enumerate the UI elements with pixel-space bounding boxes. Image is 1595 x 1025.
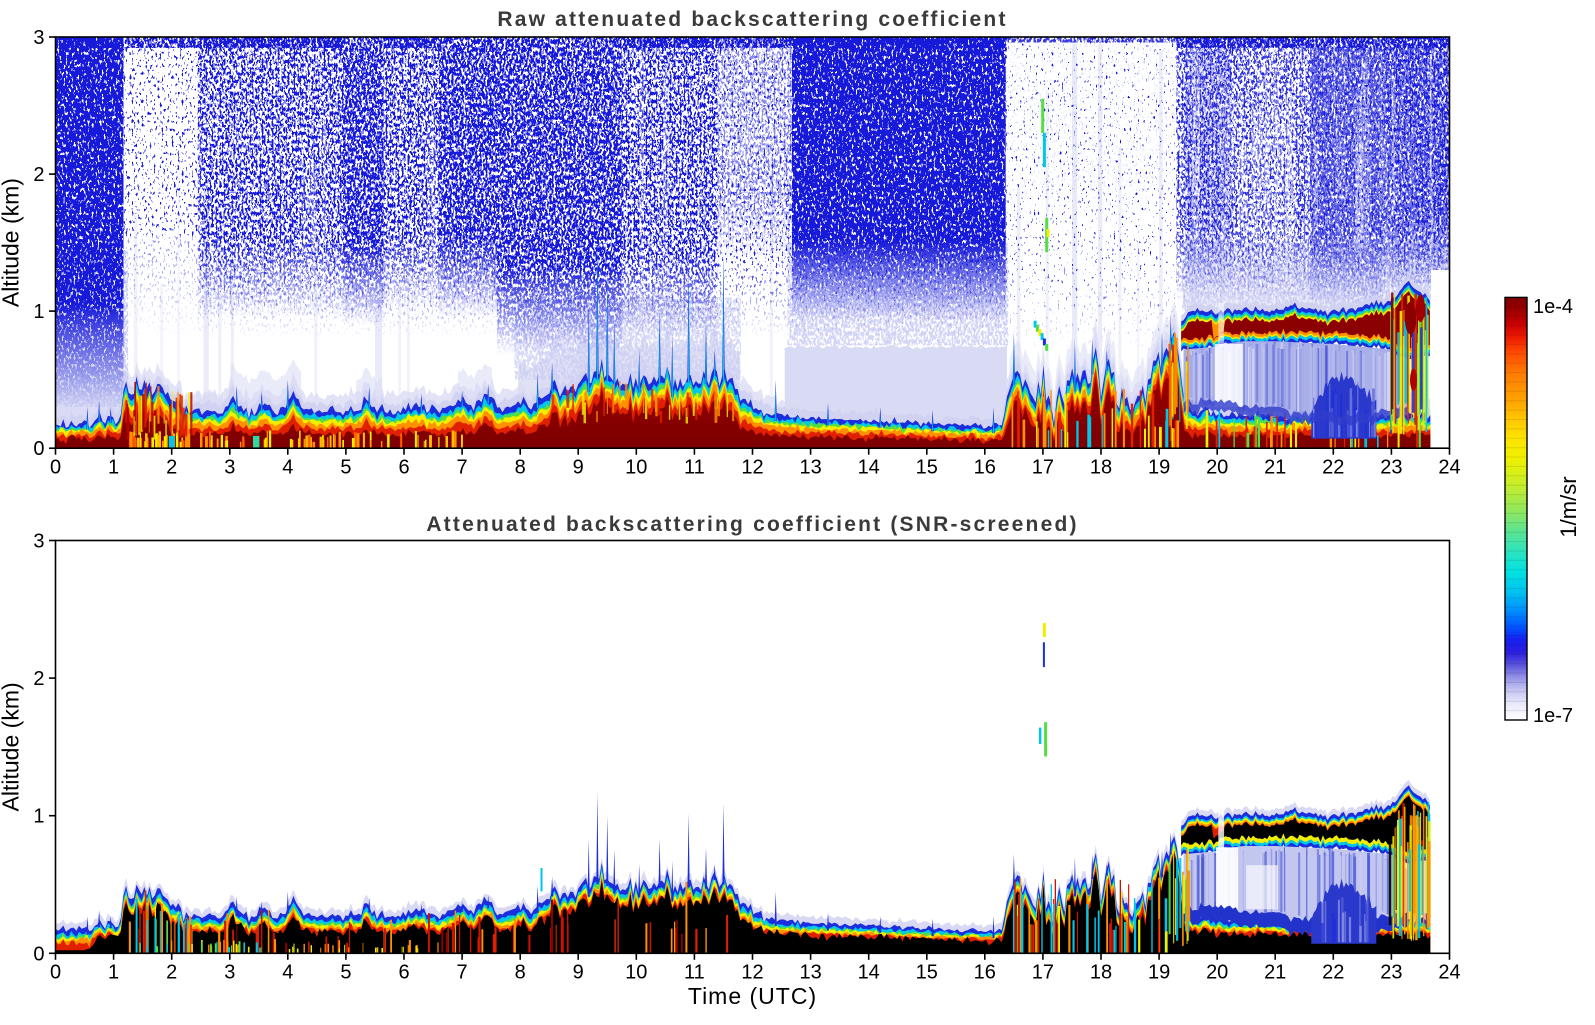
- svg-text:14: 14: [858, 457, 880, 479]
- svg-text:2: 2: [166, 962, 177, 984]
- svg-text:5: 5: [340, 962, 351, 984]
- svg-text:2: 2: [166, 457, 177, 479]
- svg-text:6: 6: [398, 962, 409, 984]
- svg-text:9: 9: [573, 962, 584, 984]
- svg-text:2: 2: [33, 668, 44, 690]
- svg-text:0: 0: [33, 438, 44, 460]
- svg-text:7: 7: [457, 457, 468, 479]
- svg-text:7: 7: [457, 962, 468, 984]
- svg-text:14: 14: [858, 962, 880, 984]
- svg-text:24: 24: [1438, 457, 1460, 479]
- svg-text:23: 23: [1380, 962, 1402, 984]
- svg-text:Attenuated backscattering coef: Attenuated backscattering coefficient (S…: [426, 513, 1078, 536]
- svg-text:1: 1: [108, 962, 119, 984]
- svg-text:13: 13: [799, 962, 821, 984]
- svg-text:0: 0: [33, 943, 44, 965]
- svg-text:0: 0: [50, 962, 61, 984]
- svg-text:19: 19: [1148, 962, 1170, 984]
- svg-text:24: 24: [1438, 962, 1460, 984]
- svg-text:11: 11: [684, 457, 705, 479]
- svg-text:22: 22: [1322, 962, 1344, 984]
- svg-text:20: 20: [1206, 962, 1228, 984]
- svg-text:18: 18: [1090, 962, 1112, 984]
- svg-text:4: 4: [282, 457, 293, 479]
- svg-text:15: 15: [916, 457, 938, 479]
- svg-text:21: 21: [1264, 457, 1286, 479]
- svg-text:1e-7: 1e-7: [1533, 705, 1573, 727]
- svg-text:22: 22: [1322, 457, 1344, 479]
- svg-text:3: 3: [224, 457, 235, 479]
- svg-text:9: 9: [573, 457, 584, 479]
- svg-text:6: 6: [398, 457, 409, 479]
- svg-text:20: 20: [1206, 457, 1228, 479]
- svg-text:16: 16: [974, 962, 996, 984]
- svg-text:3: 3: [33, 531, 44, 553]
- svg-text:1: 1: [33, 301, 44, 323]
- svg-text:10: 10: [625, 457, 647, 479]
- svg-text:11: 11: [684, 962, 705, 984]
- svg-text:12: 12: [741, 457, 763, 479]
- svg-text:1: 1: [33, 806, 44, 828]
- svg-text:1e-4: 1e-4: [1533, 296, 1573, 318]
- svg-text:17: 17: [1032, 962, 1054, 984]
- svg-text:16: 16: [974, 457, 996, 479]
- svg-text:10: 10: [625, 962, 647, 984]
- svg-text:4: 4: [282, 962, 293, 984]
- svg-text:1: 1: [108, 457, 119, 479]
- svg-text:15: 15: [916, 962, 938, 984]
- svg-text:13: 13: [799, 457, 821, 479]
- svg-text:Altitude (km): Altitude (km): [0, 178, 24, 307]
- svg-text:Raw attenuated backscattering: Raw attenuated backscattering coefficien…: [497, 8, 1007, 31]
- svg-text:17: 17: [1032, 457, 1054, 479]
- svg-text:23: 23: [1380, 457, 1402, 479]
- svg-text:0: 0: [50, 457, 61, 479]
- svg-text:1/m/sr: 1/m/sr: [1556, 476, 1581, 537]
- svg-text:Time (UTC): Time (UTC): [688, 983, 817, 1009]
- svg-text:3: 3: [33, 27, 44, 49]
- svg-text:2: 2: [33, 164, 44, 186]
- svg-text:12: 12: [741, 962, 763, 984]
- svg-text:19: 19: [1148, 457, 1170, 479]
- svg-text:8: 8: [515, 457, 526, 479]
- svg-text:Altitude (km): Altitude (km): [0, 682, 24, 811]
- svg-text:21: 21: [1264, 962, 1286, 984]
- svg-text:8: 8: [515, 962, 526, 984]
- svg-text:18: 18: [1090, 457, 1112, 479]
- svg-text:3: 3: [224, 962, 235, 984]
- svg-text:5: 5: [340, 457, 351, 479]
